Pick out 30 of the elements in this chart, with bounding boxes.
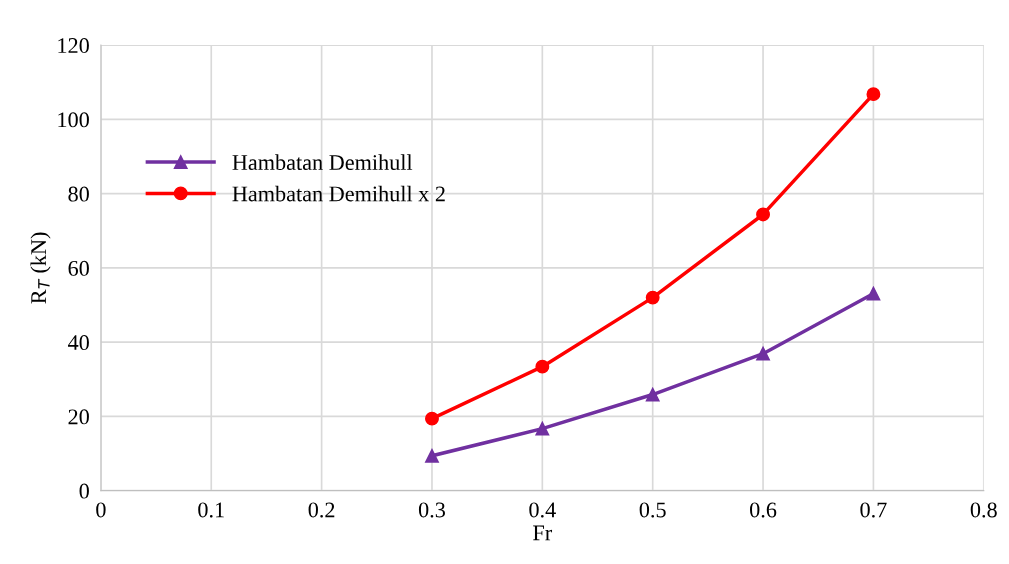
point xyxy=(425,411,439,426)
point xyxy=(756,207,771,222)
point xyxy=(645,290,660,305)
y-tick-label: 80 xyxy=(68,186,89,202)
x-axis-title: Fr xyxy=(533,525,553,541)
x-tick-label: 0.4 xyxy=(529,502,556,518)
x-tick-label: 0.1 xyxy=(198,502,224,518)
x-tick-label: 0.2 xyxy=(308,502,335,518)
point xyxy=(535,421,550,436)
y-tick-label: 60 xyxy=(68,260,89,276)
y-tick-label: 0 xyxy=(79,483,89,499)
legend-label: Hambatan Demihull xyxy=(232,154,413,171)
y-tick-label: 20 xyxy=(68,409,89,425)
x-tick-label: 0.3 xyxy=(418,502,445,518)
x-tick-label: 0.6 xyxy=(750,502,777,518)
y-axis-title: R$_{T}$ (kN) xyxy=(30,232,51,304)
point xyxy=(866,286,881,301)
x-tick-label: 0.7 xyxy=(860,502,887,518)
legend-label: Hambatan Demihull x 2 xyxy=(232,185,445,202)
y-tick-label: 40 xyxy=(68,335,89,351)
y-tick-label: 100 xyxy=(58,112,89,128)
x-tick-label: 0.5 xyxy=(639,502,666,518)
y-tick-label: 120 xyxy=(58,38,89,54)
x-tick-label: 0 xyxy=(96,502,106,518)
point xyxy=(756,346,771,361)
x-tick-label: 0.8 xyxy=(970,502,997,518)
point xyxy=(645,387,660,402)
point xyxy=(866,87,881,102)
point xyxy=(425,448,439,463)
point xyxy=(535,359,550,374)
